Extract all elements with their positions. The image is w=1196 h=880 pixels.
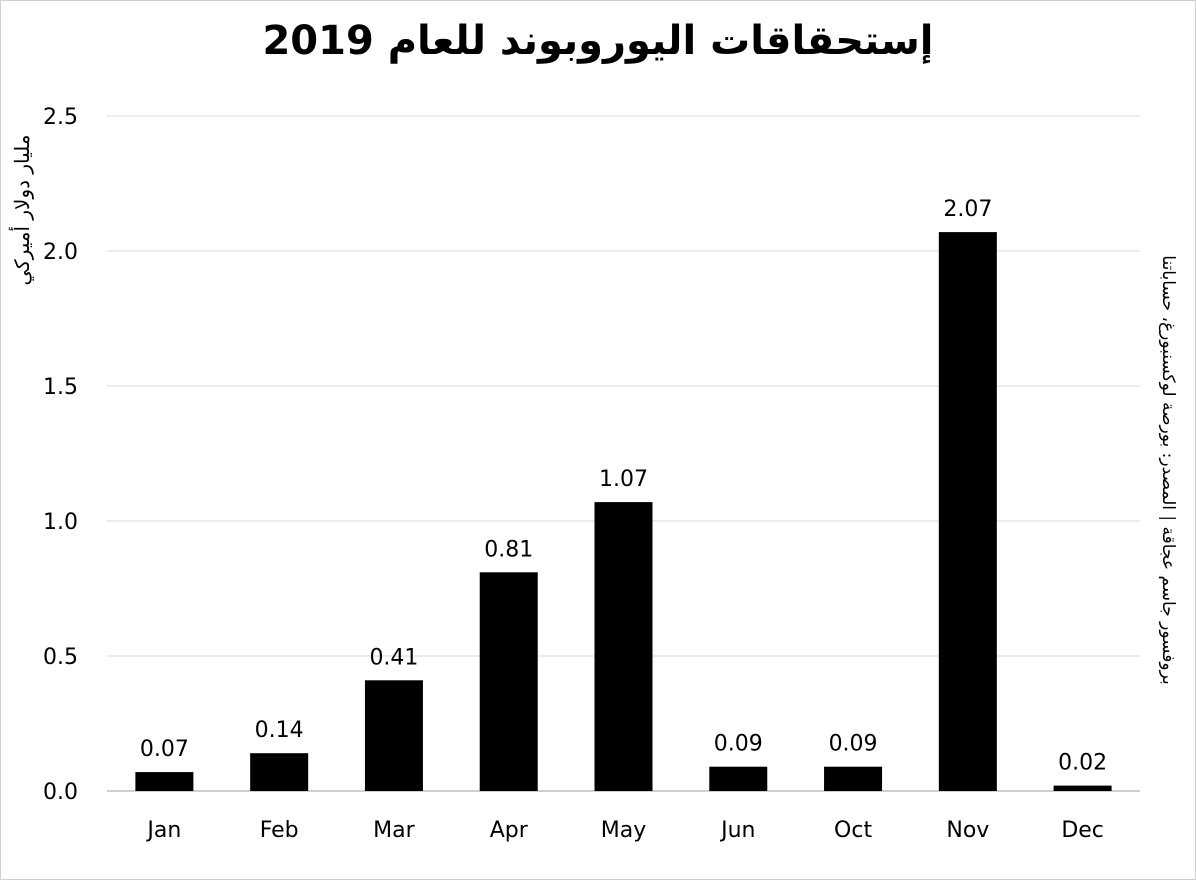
chart-title: إستحقاقات اليوروبوند للعام 2019 [262,18,934,64]
data-label: 0.07 [140,737,189,762]
bar [135,772,194,791]
bar [709,766,768,791]
bar [594,502,653,791]
y-tick-label: 2.0 [43,240,78,265]
x-tick-label: Apr [490,818,529,843]
bar [479,572,538,791]
data-label: 0.14 [255,718,304,743]
bar [938,232,997,792]
x-tick-label: Oct [834,818,872,843]
x-tick-label: Jan [145,818,181,843]
y-tick-label: 0.5 [43,645,78,670]
y-tick-label: 2.5 [43,105,78,130]
x-tick-label: May [601,818,646,843]
bar [250,753,309,791]
data-label: 0.81 [484,537,533,562]
data-label: 0.09 [829,732,878,757]
x-tick-label: Mar [373,818,415,843]
data-label: 1.07 [599,467,648,492]
bar [364,680,423,791]
x-tick-label: Feb [260,818,299,843]
x-tick-label: Dec [1061,818,1104,843]
data-label: 2.07 [943,197,992,222]
y-tick-label: 0.0 [43,780,78,805]
bar [1053,785,1112,791]
data-label: 0.41 [369,645,418,670]
data-label: 0.09 [714,732,763,757]
data-label: 0.02 [1058,751,1107,776]
x-tick-label: Jun [719,818,755,843]
y-tick-label: 1.0 [43,510,78,535]
y-tick-label: 1.5 [43,375,78,400]
x-tick-label: Nov [946,818,989,843]
bar [824,766,883,791]
